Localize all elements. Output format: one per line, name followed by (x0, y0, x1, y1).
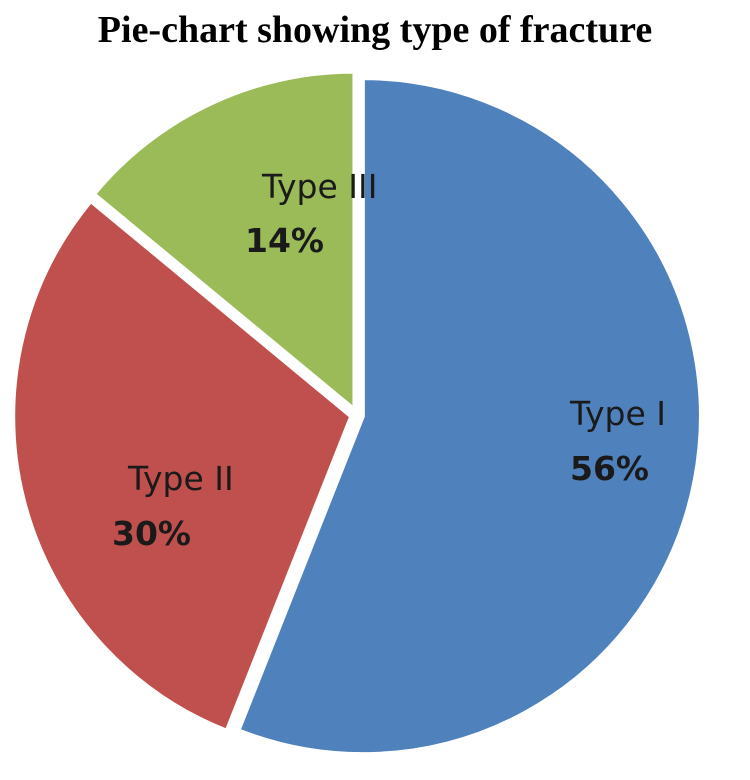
slice-label: Type III (261, 167, 377, 206)
pie-labels: Type I 56% Type II 30% Type III 14% (112, 167, 666, 553)
pie-slice-type-iii (91, 69, 357, 414)
slice-value-label: 30% (112, 514, 191, 553)
pie-slices (11, 69, 703, 757)
pie-slice-type-i (235, 76, 703, 757)
chart-title: Pie-chart showing type of fracture (97, 9, 653, 51)
slice-label: Type I (569, 394, 666, 433)
slice-value-label: 14% (245, 221, 324, 260)
pie-slice-type-ii (11, 198, 354, 734)
slice-label: Type II (127, 459, 234, 498)
slice-value-label: 56% (570, 449, 649, 488)
